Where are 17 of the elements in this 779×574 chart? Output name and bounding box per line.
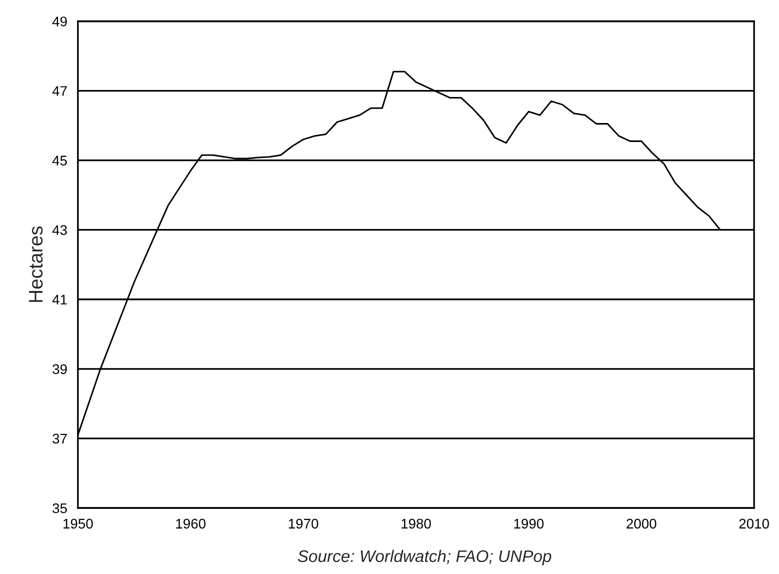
- x-tick-label: 1970: [288, 518, 318, 529]
- y-tick-label: 43: [52, 225, 67, 236]
- y-tick-label: 45: [52, 156, 67, 166]
- y-tick-label: 37: [52, 434, 67, 444]
- x-tick-label: 1960: [176, 518, 206, 529]
- x-tick-label: 2000: [626, 518, 656, 529]
- y-tick-label: 39: [52, 364, 67, 374]
- y-axis-title: Hectares: [29, 226, 43, 302]
- y-tick-label: 47: [52, 86, 67, 96]
- y-tick-label: 35: [52, 503, 67, 514]
- x-tick-label: 2010: [739, 518, 769, 529]
- x-tick-label: 1990: [514, 518, 544, 529]
- x-tick-label: 1980: [402, 518, 431, 529]
- source-note: Source: Worldwatch; FAO; UNPop: [298, 550, 552, 566]
- y-tick-label: 41: [52, 294, 67, 304]
- x-tick-label: 1950: [64, 518, 93, 529]
- y-tick-label: 49: [52, 16, 67, 26]
